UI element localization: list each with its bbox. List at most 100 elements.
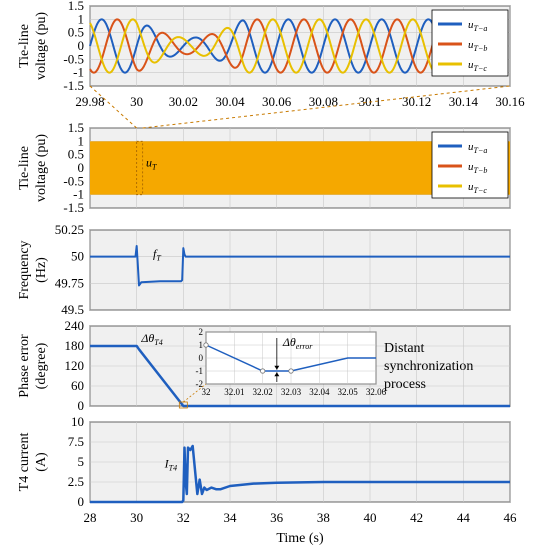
- zoom-voltage-ytick: -0.5: [63, 51, 84, 66]
- voltage-ytick: -0.5: [63, 173, 84, 188]
- zoom-voltage-ytick: -1: [73, 65, 84, 80]
- frequency-ylabel-line2: (Hz): [34, 257, 49, 283]
- inset-xtick: 32.01: [224, 387, 244, 397]
- zoom-voltage-xtick: 30.16: [495, 94, 525, 109]
- zoom-voltage-xtick: 30.06: [262, 94, 292, 109]
- zoom-connector-left: [89, 85, 138, 129]
- current-line: [90, 444, 510, 504]
- phase-zoom-connector: [183, 383, 207, 403]
- current-xtick: 34: [224, 510, 238, 525]
- frequency-ytick: 49.75: [55, 275, 84, 290]
- inset-ytick: 0: [199, 353, 204, 363]
- phase-error-ytick: 60: [71, 378, 84, 393]
- inset-xtick: 32.03: [281, 387, 302, 397]
- phase-error-text-line1: Distant: [384, 341, 425, 356]
- current-ylabel: T4 current (A): [17, 433, 49, 492]
- zoom-voltage-series-1: [89, 18, 437, 74]
- voltage-ytick: 0: [78, 160, 85, 175]
- zoom-voltage-series-2: [89, 18, 436, 74]
- voltage-legend-label-0: uT−a: [468, 141, 487, 155]
- current-annotation: IT4: [164, 457, 177, 473]
- current-xtick: 44: [457, 510, 471, 525]
- frequency-ytick: 50: [71, 249, 84, 264]
- phase-error-ytick: 180: [65, 338, 85, 353]
- current-ytick: 7.5: [68, 434, 84, 449]
- frequency-annotation: fT: [153, 247, 161, 263]
- frequency-frame: [89, 229, 511, 311]
- current-xtick: 36: [270, 510, 284, 525]
- inset-xtick: 32.04: [309, 387, 330, 397]
- current-xtick: 38: [317, 510, 330, 525]
- inset-marker: [288, 368, 294, 374]
- zoom-voltage-legend-label-1: uT−b: [468, 39, 487, 53]
- zoom-voltage-ytick: 0.5: [68, 25, 84, 40]
- zoom-voltage-xtick: 30.04: [215, 94, 245, 109]
- inset-ytick: 2: [199, 327, 204, 337]
- zoom-voltage-legend-label-2: uT−c: [468, 59, 487, 73]
- zoom-voltage-ytick: 1.5: [68, 0, 84, 13]
- inset-xtick: 32: [202, 387, 211, 397]
- voltage-ytick: 1: [78, 133, 85, 148]
- frequency-ytick: 49.5: [61, 302, 84, 317]
- zoom-voltage-ylabel-line2: voltage (pu): [34, 12, 49, 80]
- phase-error-annotation: ΔθT4: [140, 331, 162, 347]
- phase-error-ylabel-line1: Phase error: [17, 334, 32, 398]
- current-ytick: 10: [71, 414, 84, 429]
- zoom-voltage-ytick: -1.5: [63, 78, 84, 93]
- inset-arrowhead-down: [274, 365, 280, 370]
- current-xlabel: Time (s): [276, 531, 324, 546]
- voltage-ytick: -1.5: [63, 200, 84, 215]
- voltage-ytick: 1.5: [68, 120, 84, 135]
- voltage-zoom-box: [136, 140, 144, 196]
- zoom-voltage-series-0: [89, 18, 437, 74]
- frequency-line: [90, 245, 510, 287]
- inset-marker: [203, 342, 209, 348]
- zoom-voltage-xtick: 30.12: [402, 94, 431, 109]
- frequency-ylabel: Frequency (Hz): [17, 240, 49, 299]
- voltage-ytick: -1: [73, 187, 84, 202]
- zoom-voltage-legend-label-0: uT−a: [468, 19, 487, 33]
- frequency-ytick: 50.25: [55, 222, 84, 237]
- voltage-legend-label-1: uT−b: [468, 161, 487, 175]
- zoom-voltage-ytick: 0: [78, 38, 85, 53]
- voltage-ytick: 0.5: [68, 147, 84, 162]
- phase-error-ylabel-line2: (degree): [34, 342, 49, 389]
- voltage-ylabel-line2: voltage (pu): [34, 134, 49, 202]
- phase-error-text-line2: synchronization: [384, 359, 473, 374]
- inset-ytick: -1: [196, 366, 204, 376]
- current-xtick: 32: [177, 510, 190, 525]
- zoom-voltage-xtick: 30.02: [169, 94, 198, 109]
- current-ylabel-line2: (A): [34, 452, 49, 472]
- inset-ytick: 1: [199, 340, 204, 350]
- current-ytick: 2.5: [68, 474, 84, 489]
- phase-error-ytick: 0: [78, 398, 85, 413]
- current-ytick: 0: [78, 494, 85, 509]
- zoom-connector-right: [142, 85, 511, 129]
- current-xtick: 30: [130, 510, 143, 525]
- zoom-voltage-ylabel: Tie-line voltage (pu): [17, 12, 49, 80]
- inset-xtick: 32.06: [366, 387, 387, 397]
- current-ylabel-line1: T4 current: [17, 433, 32, 492]
- current-ytick: 5: [78, 454, 85, 469]
- voltage-annotation: uT: [146, 156, 157, 172]
- zoom-voltage-ylabel-line1: Tie-line: [17, 24, 32, 68]
- phase-error-text-line3: process: [384, 377, 426, 392]
- phase-error-ytick: 120: [65, 358, 85, 373]
- voltage-ylabel: Tie-line voltage (pu): [17, 134, 49, 202]
- zoom-voltage-xtick: 30.1: [359, 94, 382, 109]
- zoom-voltage-xtick: 30: [130, 94, 143, 109]
- voltage-legend-label-2: uT−c: [468, 181, 487, 195]
- voltage-ylabel-line1: Tie-line: [17, 146, 32, 190]
- current-xtick: 40: [364, 510, 377, 525]
- phase-error-ytick: 240: [65, 318, 85, 333]
- phase-error-line: [90, 344, 510, 408]
- current-xtick: 46: [504, 510, 518, 525]
- inset-xtick: 32.02: [253, 387, 273, 397]
- zoom-voltage-xtick: 30.14: [449, 94, 479, 109]
- inset-annotation: Δθerror: [282, 335, 313, 351]
- inset-ytick: -2: [196, 379, 204, 389]
- zoom-voltage-ytick: 1: [78, 11, 85, 26]
- phase-error-ylabel: Phase error (degree): [17, 334, 49, 398]
- zoom-voltage-xtick: 29.98: [75, 94, 104, 109]
